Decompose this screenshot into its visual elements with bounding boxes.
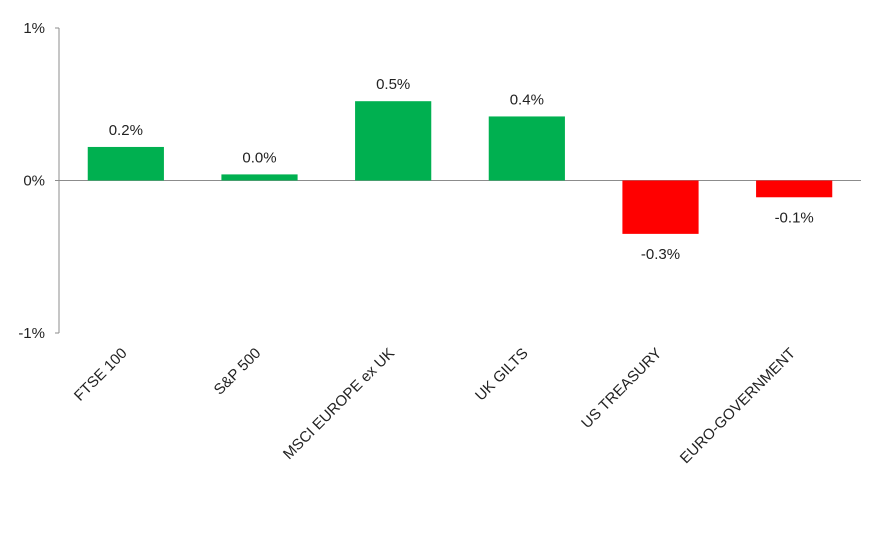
category-label: S&P 500 xyxy=(211,345,265,399)
bar xyxy=(87,146,164,181)
bar xyxy=(221,174,298,181)
data-label: -0.1% xyxy=(775,209,814,226)
category-label: UK GILTS xyxy=(472,345,532,405)
category-label: MSCI EUROPE ex UK xyxy=(280,345,398,463)
y-tick-label: 1% xyxy=(23,20,45,37)
data-label: 0.2% xyxy=(109,122,143,139)
axes: 1% 0% -1% xyxy=(18,20,861,342)
bar xyxy=(488,116,565,181)
data-label: -0.3% xyxy=(641,246,680,263)
bar xyxy=(756,180,833,198)
data-label: 0.4% xyxy=(510,91,544,108)
category-label: US TREASURY xyxy=(578,345,665,432)
y-tick-label: 0% xyxy=(23,173,45,190)
bar xyxy=(355,101,432,181)
bars xyxy=(87,101,833,234)
y-tick-label: -1% xyxy=(18,325,45,342)
bar xyxy=(622,180,699,234)
data-label: 0.5% xyxy=(376,76,410,93)
labels: 0.2% FTSE 100 0.0% S&P 500 0.5% MSCI EUROPE e… xyxy=(71,76,814,467)
data-label: 0.0% xyxy=(242,149,276,166)
category-label: FTSE 100 xyxy=(71,345,131,405)
category-label: EURO-GOVERNMENT xyxy=(677,345,799,467)
